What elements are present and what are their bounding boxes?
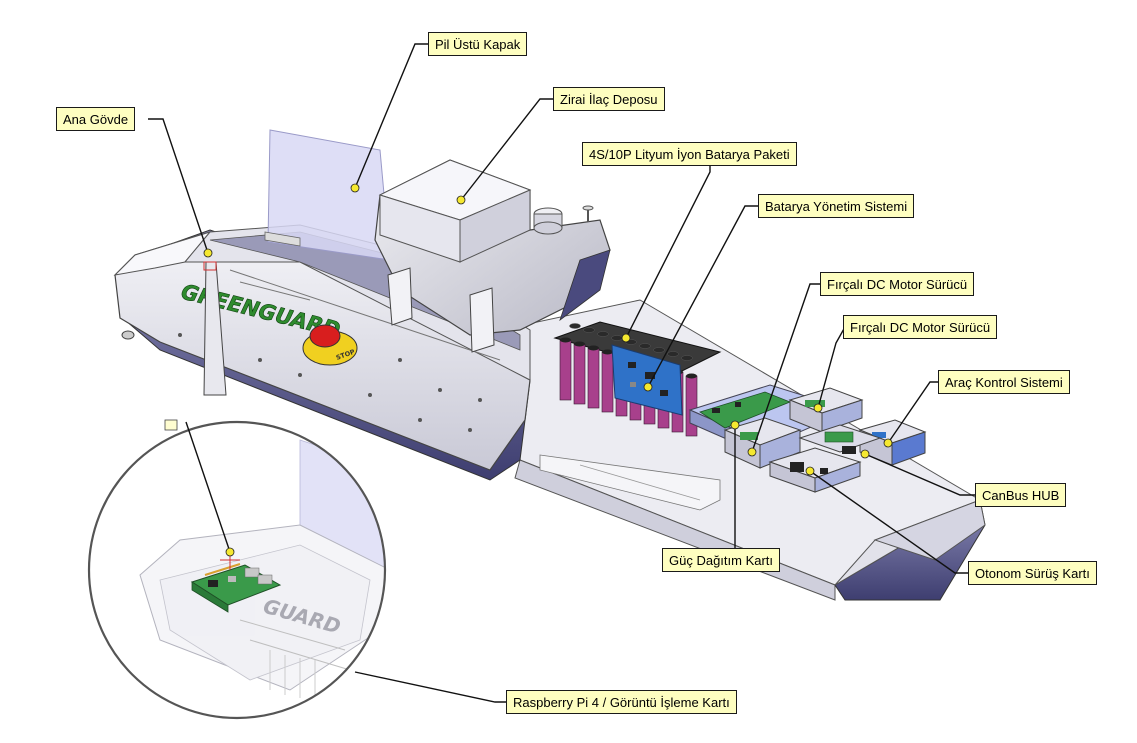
callout-canbus-hub: CanBus HUB bbox=[975, 483, 1067, 507]
callout-otonom-surus-karti: Otonom Sürüş Kartı bbox=[968, 561, 1097, 585]
emergency-stop-button: STOP bbox=[302, 324, 358, 366]
callout-raspberry-pi: Raspberry Pi 4 / Görüntü İşleme Kartı bbox=[506, 690, 737, 714]
battery-cell-cap bbox=[611, 335, 623, 341]
zoom-connector bbox=[203, 261, 227, 396]
battery-cell-cap bbox=[597, 331, 609, 337]
battery-cell bbox=[601, 351, 614, 413]
callout-zirai-ilac-deposu: Zirai İlaç Deposu bbox=[553, 87, 665, 111]
battery-cell-cap bbox=[639, 343, 651, 349]
battery-cell-cap bbox=[667, 351, 679, 357]
battery-cell-cap bbox=[602, 349, 613, 355]
battery-cell bbox=[573, 343, 586, 405]
battery-cell-cap bbox=[583, 327, 595, 333]
callout-batarya-paketi: 4S/10P Lityum İyon Batarya Paketi bbox=[582, 142, 797, 166]
callout-motor-surucu-1: Fırçalı DC Motor Sürücü bbox=[820, 272, 975, 296]
battery-cell bbox=[685, 375, 698, 437]
battery-cell-cap bbox=[681, 355, 693, 361]
battery-cell-cap bbox=[653, 347, 665, 353]
callout-guc-dagitim-karti: Güç Dağıtım Kartı bbox=[662, 548, 781, 572]
battery-cell-cap bbox=[574, 341, 585, 347]
callout-arac-kontrol-sistemi: Araç Kontrol Sistemi bbox=[938, 370, 1070, 394]
battery-cell bbox=[587, 347, 600, 409]
bms-board bbox=[611, 344, 683, 416]
battery-cell-cap bbox=[588, 345, 599, 351]
callout-pil-ustu-kapak: Pil Üstü Kapak bbox=[428, 32, 528, 56]
battery-cell-cap bbox=[686, 373, 697, 379]
spray-tank bbox=[374, 159, 611, 353]
callout-ana-govde: Ana Gövde bbox=[56, 107, 136, 131]
callout-batarya-yonetim-sistemi: Batarya Yönetim Sistemi bbox=[758, 194, 915, 218]
battery-cell-cap bbox=[560, 337, 571, 343]
raspberry-pi-board bbox=[190, 563, 282, 613]
electronics-enclosures bbox=[688, 384, 927, 493]
battery-cell-cap bbox=[569, 323, 581, 329]
callout-dots bbox=[203, 183, 893, 557]
detail-inset: GUARD bbox=[87, 419, 387, 720]
battery-cell bbox=[559, 339, 572, 401]
callout-motor-surucu-2: Fırçalı DC Motor Sürücü bbox=[843, 315, 998, 339]
